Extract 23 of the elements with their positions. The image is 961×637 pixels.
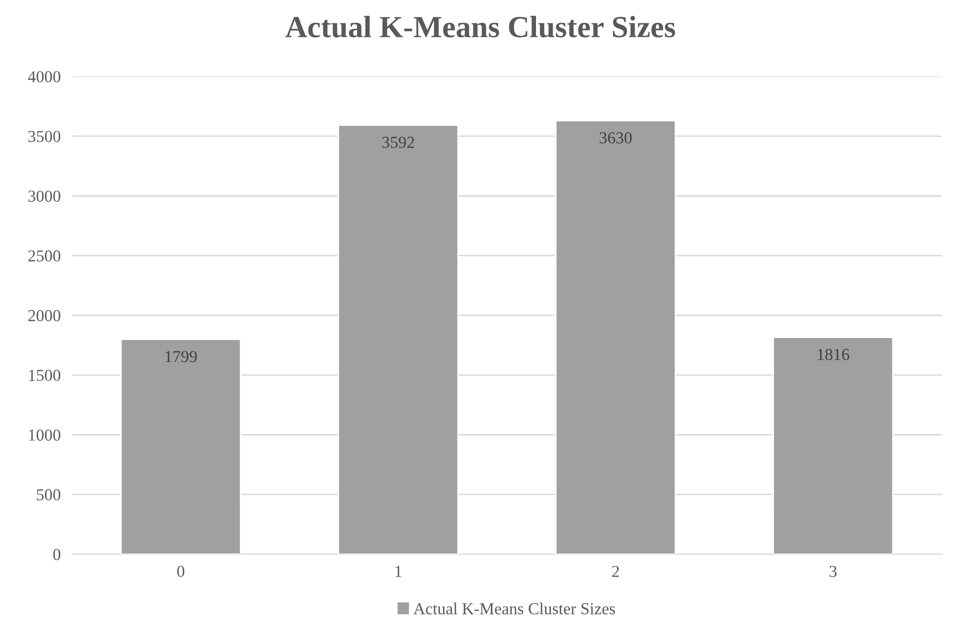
bar xyxy=(555,120,676,554)
y-tick-label: 2000 xyxy=(28,310,60,322)
data-label: 3630 xyxy=(600,132,632,144)
bar xyxy=(772,336,894,554)
data-label: 3592 xyxy=(382,136,414,148)
y-tick-label: 1000 xyxy=(29,429,60,441)
y-tick-label: 1500 xyxy=(29,370,60,381)
y-tick-label: 3000 xyxy=(28,190,60,202)
bar xyxy=(120,338,242,554)
x-tick-label: 0 xyxy=(177,566,184,578)
bar xyxy=(338,124,459,554)
y-tick-label: 3500 xyxy=(28,130,60,142)
y-tick-label: 0 xyxy=(53,548,60,560)
data-label: 1816 xyxy=(818,348,850,360)
y-tick-label: 500 xyxy=(36,489,60,500)
chart-title: Actual K-Means Cluster Sizes xyxy=(285,16,676,38)
x-tick-label: 3 xyxy=(830,566,837,578)
x-tick-label: 1 xyxy=(396,566,402,577)
data-label: 1799 xyxy=(166,350,197,362)
y-tick-label: 4000 xyxy=(28,71,60,82)
legend-label: Actual K-Means Cluster Sizes xyxy=(413,602,615,614)
y-tick-label: 2500 xyxy=(28,250,60,262)
x-tick-label: 2 xyxy=(612,566,619,577)
